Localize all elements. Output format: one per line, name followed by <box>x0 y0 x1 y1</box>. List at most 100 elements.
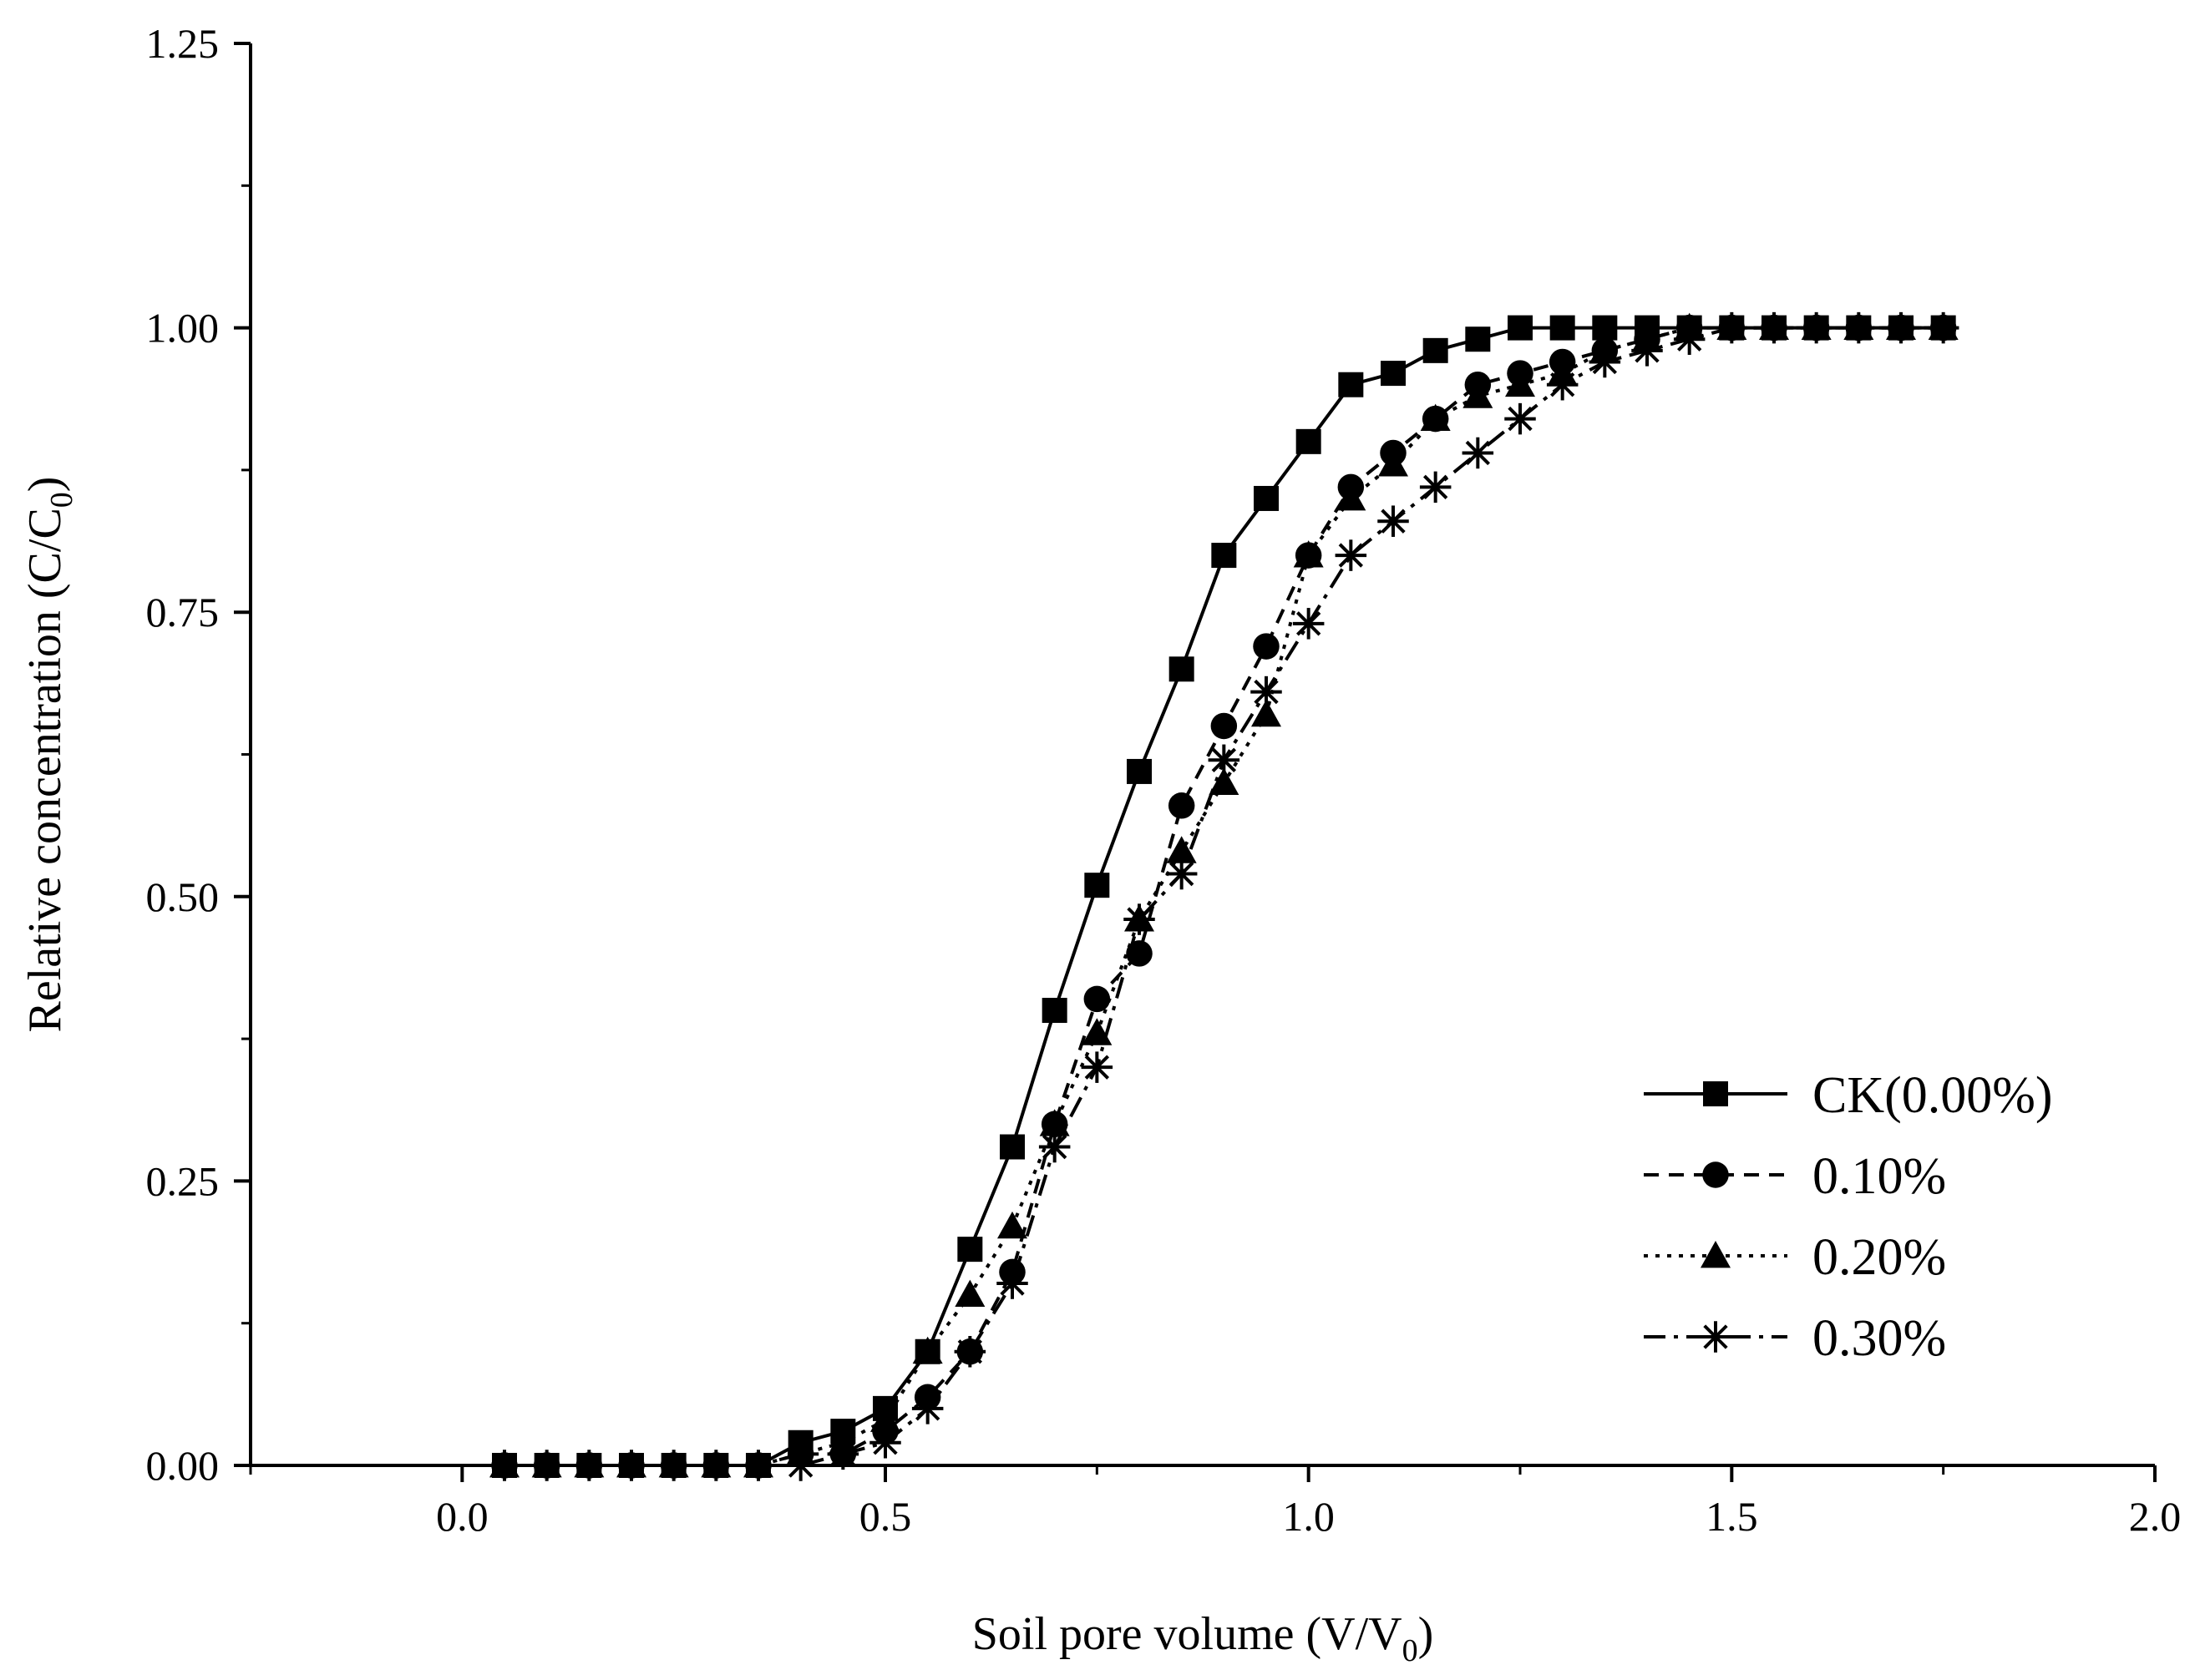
series-3-point <box>1166 836 1197 863</box>
legend-item: 0.20% <box>1644 1229 1946 1286</box>
series-4-point <box>1081 1051 1113 1083</box>
series-line-4 <box>504 326 1944 1467</box>
series-3-point <box>870 1404 900 1432</box>
y-ticks: 0.00 0.25 0.50 0.75 1.00 1.25 <box>146 20 251 1489</box>
series-4-point <box>1589 346 1621 378</box>
series-4-point <box>1123 903 1155 935</box>
series-4-point <box>954 1336 986 1368</box>
series-4-point <box>869 1427 901 1459</box>
series-4-point <box>1462 437 1494 469</box>
series-3-point <box>1336 483 1366 511</box>
series-1-point <box>1508 315 1533 341</box>
series-1-point <box>957 1237 983 1263</box>
series-4-point <box>1250 676 1282 708</box>
series-4-point <box>1716 311 1748 344</box>
x-tick-label: 1.5 <box>1706 1493 1758 1540</box>
y-tick-label: 0.00 <box>146 1442 220 1489</box>
series-2-point <box>1126 940 1153 967</box>
series-1-point <box>1295 428 1321 454</box>
series-3-point <box>1293 540 1324 568</box>
series-3-point <box>1462 381 1493 408</box>
series-2-point <box>1083 985 1111 1013</box>
series-4-point <box>1165 858 1198 890</box>
series-line-2 <box>504 326 1944 1467</box>
series-3-point <box>1378 449 1408 477</box>
series-4-point <box>1631 335 1663 367</box>
series-1-point <box>1084 873 1110 898</box>
legend-item: CK(0.00%) <box>1644 1067 2053 1124</box>
series-4-point <box>911 1393 944 1424</box>
series-1-point <box>1168 656 1194 682</box>
series-4-point <box>1546 368 1579 401</box>
legend-item: 0.10% <box>1644 1148 1946 1205</box>
series-4-point <box>996 1268 1028 1299</box>
series-2-point <box>1168 792 1195 819</box>
x-tick-label: 1.0 <box>1282 1493 1335 1540</box>
series-1-point <box>1381 361 1406 387</box>
series-4-point <box>1504 402 1536 435</box>
series-line-3 <box>504 326 1944 1467</box>
y-tick-label: 1.00 <box>146 305 220 352</box>
series-1-point <box>1127 758 1152 784</box>
x-ticks: 0.0 0.5 1.0 1.5 2.0 <box>249 1465 2182 1540</box>
series-2-point <box>1253 633 1280 660</box>
y-tick-label: 0.75 <box>146 589 220 635</box>
legend-marker <box>1701 1241 1731 1268</box>
series-3-point <box>1082 1018 1113 1045</box>
x-tick-label: 2.0 <box>2129 1493 2182 1540</box>
series-3-point <box>1039 1109 1070 1136</box>
series-1-point <box>1000 1134 1025 1160</box>
series-4-point <box>1843 311 1875 344</box>
series-3-point <box>1505 369 1535 397</box>
series-4-point <box>1335 539 1367 571</box>
series-4-point <box>700 1450 732 1481</box>
series-3-point <box>1251 699 1281 727</box>
series-4-point <box>1927 311 1959 344</box>
series-4-point <box>1800 311 1832 344</box>
y-tick-label: 0.25 <box>146 1157 220 1204</box>
series-lines <box>504 326 1944 1467</box>
series-4-point <box>1419 471 1452 503</box>
legend-marker <box>1700 1321 1731 1353</box>
series-3-point <box>1420 403 1451 431</box>
series-1-point <box>1549 315 1575 341</box>
series-4-point <box>489 1450 520 1481</box>
series-4-point <box>743 1450 774 1481</box>
legend-marker <box>1702 1161 1729 1188</box>
legend-marker <box>1703 1081 1728 1106</box>
legend-item: 0.30% <box>1644 1310 1946 1367</box>
series-3-point <box>912 1336 943 1364</box>
series-4-point <box>573 1450 606 1481</box>
series-4-point <box>1038 1131 1071 1163</box>
series-4-point <box>784 1450 817 1481</box>
series-1-point <box>1422 337 1448 363</box>
y-tick-label: 1.25 <box>146 20 220 67</box>
series-4-point <box>1208 744 1240 777</box>
series-1-point <box>1211 543 1237 569</box>
series-4-point <box>1292 608 1325 640</box>
legend-label: 0.20% <box>1812 1229 1946 1286</box>
y-tick-label: 0.50 <box>146 873 220 920</box>
series-4-point <box>1673 323 1706 355</box>
series-1-point <box>1338 372 1364 397</box>
legend: CK(0.00%) 0.10% 0.20% 0.30% <box>1644 1067 2053 1367</box>
series-3-point <box>997 1211 1027 1239</box>
series-3-point <box>955 1279 986 1308</box>
legend-label: 0.30% <box>1812 1310 1946 1367</box>
x-tick-label: 0.0 <box>436 1493 489 1540</box>
x-tick-label: 0.5 <box>859 1493 912 1540</box>
series-3-point <box>1209 767 1239 795</box>
series-4-point <box>616 1450 647 1481</box>
series-4-point <box>530 1450 563 1481</box>
series-line-1 <box>504 326 1944 1467</box>
series-markers <box>489 311 1959 1481</box>
series-1-point <box>1042 998 1067 1024</box>
series-4-point <box>657 1450 690 1481</box>
series-4-point <box>1758 311 1790 344</box>
x-axis-title: Soil pore volume (V/V0) <box>972 1608 1433 1668</box>
series-2-point <box>1210 712 1238 740</box>
series-4-point <box>1377 505 1409 537</box>
series-1-point <box>1254 485 1279 511</box>
series-4-point <box>1885 311 1917 344</box>
